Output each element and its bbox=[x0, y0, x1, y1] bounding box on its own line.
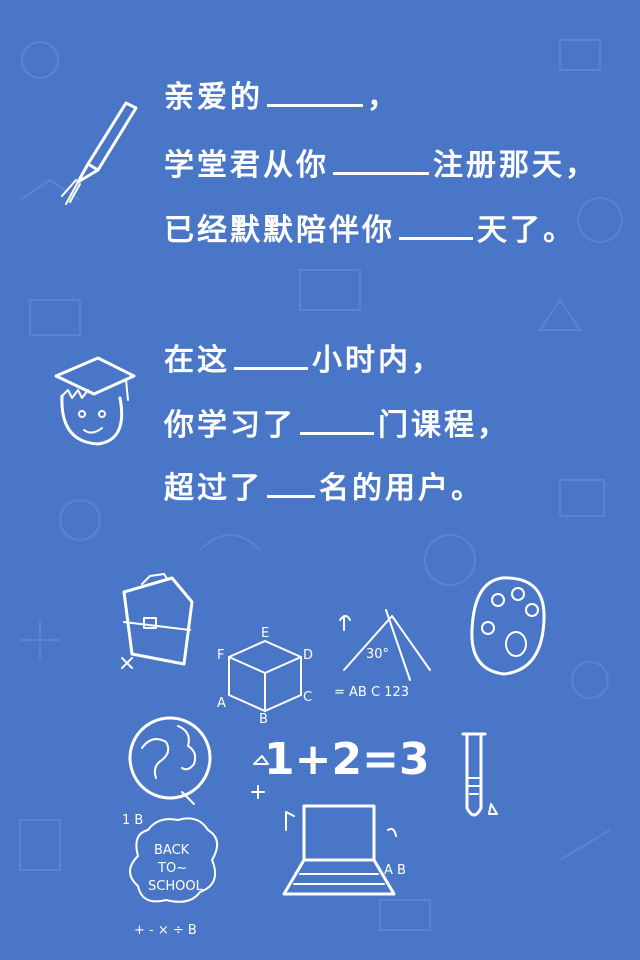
cube-label-f: F bbox=[217, 648, 224, 663]
briefcase-icon bbox=[112, 572, 202, 672]
school-sign-line-1: BACK bbox=[154, 843, 190, 858]
greeting-comma: ， bbox=[367, 80, 400, 115]
back-to-school-icon: BACK TO~ SCHOOL 1 B + - × ÷ B bbox=[118, 810, 238, 940]
math-signs: + - × ÷ B bbox=[134, 923, 197, 938]
accompany-text: 已经默默陪伴你 bbox=[164, 213, 395, 248]
courses-blank bbox=[300, 426, 374, 435]
equation-text: 1+2=3 bbox=[264, 734, 430, 785]
note-label: 1 B bbox=[122, 813, 143, 828]
users-text: 名的用户。 bbox=[319, 471, 484, 506]
angle-label: 30° bbox=[366, 647, 389, 662]
register-text: 注册那天， bbox=[433, 148, 598, 183]
hours-text: 小时内， bbox=[312, 343, 444, 378]
register-date-blank bbox=[333, 166, 429, 175]
triangle-icon: 30° = AB C 123 bbox=[330, 600, 450, 700]
surpassed-text: 超过了 bbox=[164, 471, 263, 506]
days-blank bbox=[399, 231, 473, 240]
laptop-icon: A B bbox=[270, 790, 410, 910]
cube-label-d: D bbox=[303, 648, 313, 663]
letter-line-6: 超过了 名的用户。 bbox=[164, 463, 484, 507]
school-sign-line-3: SCHOOL bbox=[148, 879, 204, 894]
hours-blank bbox=[234, 361, 308, 370]
since-text: 学堂君从你 bbox=[164, 148, 329, 183]
test-tube-icon bbox=[455, 728, 505, 828]
letter-line-5: 你学习了 门课程， bbox=[164, 400, 510, 444]
learned-text: 你学习了 bbox=[164, 408, 296, 443]
letter-line-3: 已经默默陪伴你 天了。 bbox=[164, 205, 576, 249]
letter-line-4: 在这 小时内， bbox=[164, 335, 444, 379]
within-text: 在这 bbox=[164, 343, 230, 378]
palette-icon bbox=[462, 570, 552, 680]
school-sign-line-2: TO~ bbox=[157, 861, 187, 876]
cube-label-a: A bbox=[217, 696, 226, 711]
graduate-icon bbox=[48, 352, 138, 452]
globe-icon bbox=[122, 708, 222, 808]
cube-icon: E F D A C B bbox=[215, 625, 315, 725]
letter-line-1: 亲爱的 ， bbox=[164, 72, 400, 116]
equation-doodle: 1+2=3 bbox=[250, 720, 450, 800]
pen-icon bbox=[58, 100, 148, 210]
greeting-text: 亲爱的 bbox=[164, 80, 263, 115]
triangle-caption: = AB C 123 bbox=[334, 685, 409, 700]
laptop-label: A B bbox=[384, 863, 406, 878]
percent-blank bbox=[267, 489, 315, 498]
courses-text: 门课程， bbox=[378, 408, 510, 443]
cube-label-c: C bbox=[303, 690, 312, 705]
letter-line-2: 学堂君从你 注册那天， bbox=[164, 140, 598, 184]
username-blank bbox=[267, 98, 363, 107]
cube-label-e: E bbox=[261, 626, 269, 641]
cube-label-b: B bbox=[259, 712, 268, 725]
days-text: 天了。 bbox=[477, 213, 576, 248]
